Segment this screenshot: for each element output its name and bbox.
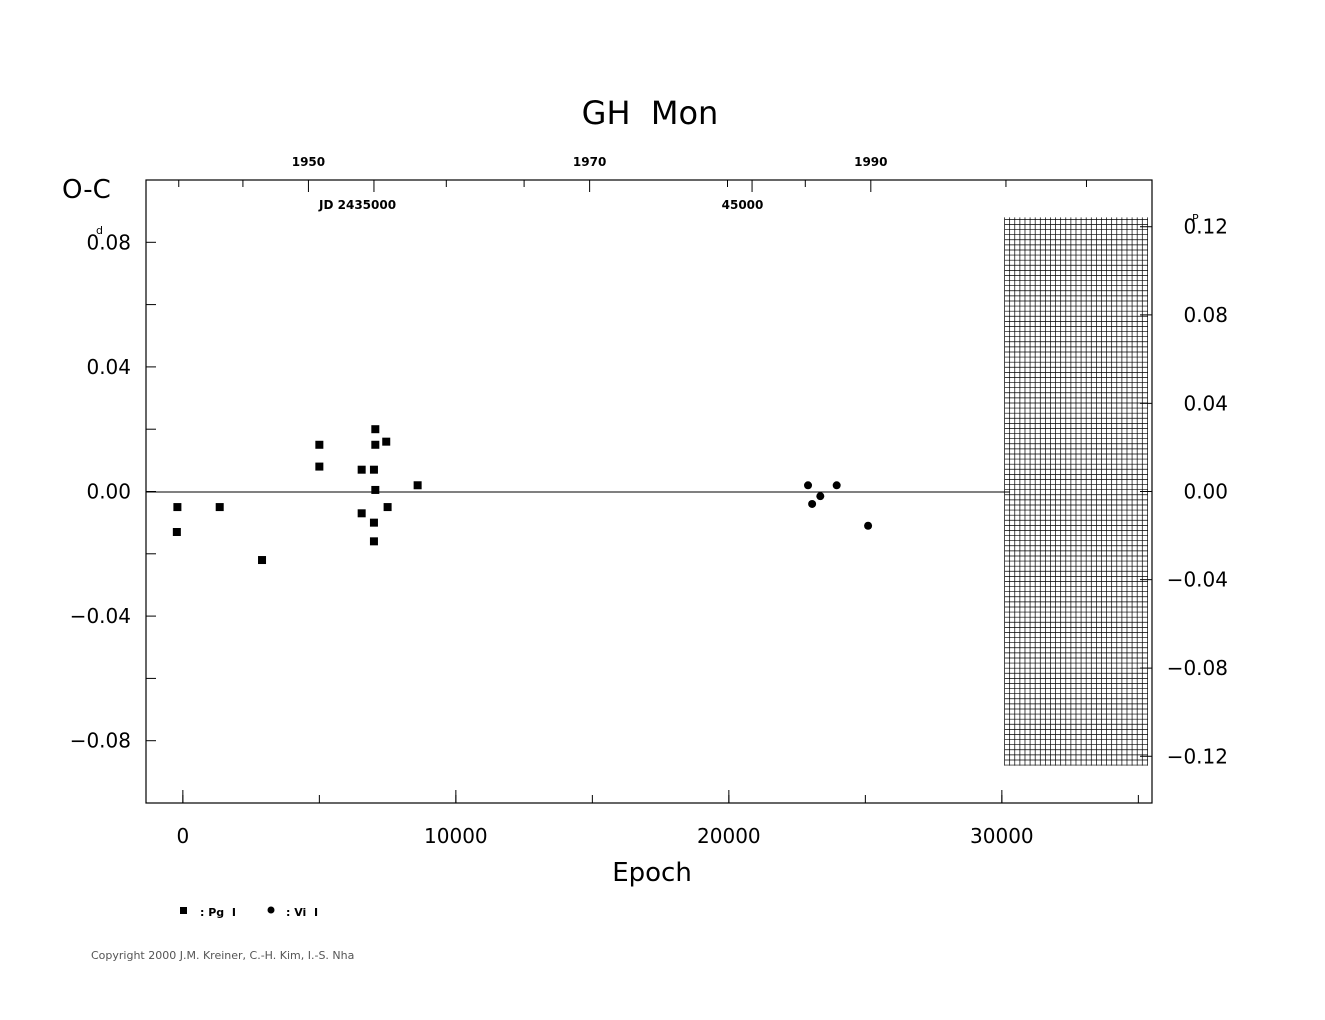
point-square: [258, 556, 267, 565]
y-right-tick-label: −0.04: [1167, 568, 1228, 592]
chart-title: GH Mon: [582, 94, 719, 132]
legend-circle-marker: [267, 906, 275, 914]
top-year-ticks: 1950 1970 1990 JD 2435000 45000: [178, 155, 1087, 212]
point-circle: [816, 492, 825, 501]
point-square: [369, 465, 378, 474]
point-square: [215, 503, 224, 512]
y-left-tick-label: 0.04: [86, 355, 131, 379]
x-axis-ticks: 0 10000 20000 30000: [176, 790, 1139, 848]
point-square: [357, 465, 366, 474]
point-square: [369, 518, 378, 527]
top-jd-label: 45000: [722, 198, 764, 212]
y-right-unit: P: [1192, 212, 1199, 225]
point-circle: [804, 481, 813, 490]
point-square: [371, 485, 380, 494]
point-square: [315, 462, 324, 471]
x-tick-label: 20000: [697, 824, 761, 848]
y-axis-label: O-C: [62, 175, 111, 205]
x-tick-label: 0: [176, 824, 189, 848]
point-square: [369, 537, 378, 546]
legend-label-vi: : Vi I: [286, 906, 318, 919]
y-right-tick-label: −0.08: [1167, 656, 1228, 680]
y-right-tick-label: 0.08: [1183, 303, 1228, 327]
top-year-label: 1990: [854, 155, 887, 169]
point-square: [315, 440, 324, 449]
y-left-unit: d: [96, 224, 103, 237]
point-square: [172, 527, 181, 536]
y-right-tick-label: −0.12: [1167, 744, 1228, 768]
point-square: [371, 425, 380, 434]
x-axis-label: Epoch: [612, 858, 692, 888]
legend-label-pg: : Pg I: [200, 906, 236, 919]
future-hatch-area: [1004, 217, 1148, 766]
y-right-tick-label: 0.12: [1183, 215, 1228, 239]
top-year-label: 1970: [573, 155, 606, 169]
copyright-text: Copyright 2000 J.M. Kreiner, C.-H. Kim, …: [91, 949, 355, 962]
point-circle: [864, 521, 873, 530]
y-left-tick-label: 0.00: [86, 480, 131, 504]
legend: : Pg I : Vi I: [180, 906, 318, 919]
legend-square-marker: [180, 907, 187, 914]
y-right-tick-label: 0.04: [1183, 391, 1228, 415]
point-square: [173, 503, 182, 512]
top-year-label: 1950: [292, 155, 325, 169]
y-left-tick-label: −0.08: [70, 729, 131, 753]
y-left-tick-label: 0.08: [86, 230, 131, 254]
point-square: [371, 440, 380, 449]
point-square: [357, 509, 366, 518]
y-right-ticks: 0.12 0.08 0.04 0.00 −0.04 −0.08 −0.12: [1140, 215, 1228, 768]
point-square: [383, 503, 392, 512]
y-left-ticks: 0.08 0.04 0.00 −0.04 −0.08: [70, 230, 156, 753]
top-jd-label: JD 2435000: [318, 198, 396, 212]
point-circle: [832, 481, 841, 490]
point-circle: [808, 499, 817, 508]
y-left-tick-label: −0.04: [70, 604, 131, 628]
point-square: [413, 481, 422, 490]
x-tick-label: 10000: [424, 824, 488, 848]
data-points: [172, 425, 873, 565]
y-right-tick-label: 0.00: [1183, 480, 1228, 504]
point-square: [382, 437, 391, 446]
x-tick-label: 30000: [970, 824, 1034, 848]
